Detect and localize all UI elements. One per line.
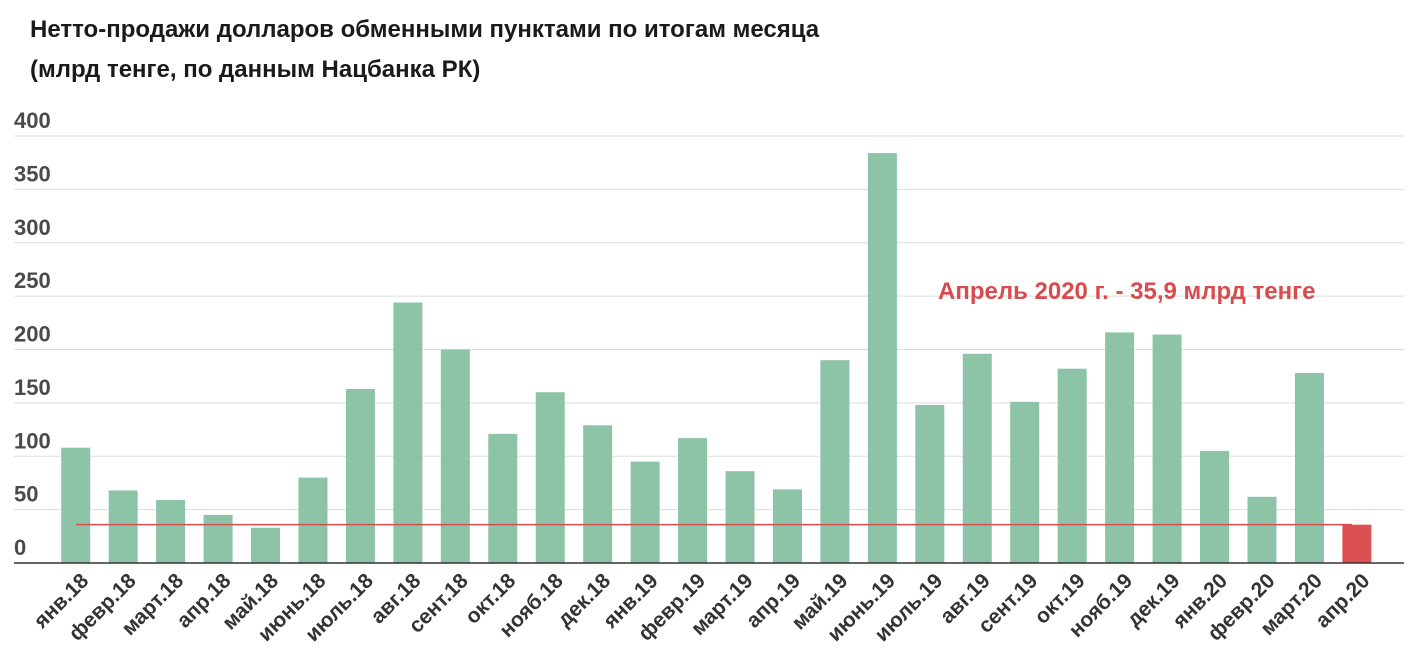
bar (725, 471, 755, 563)
bar (1342, 524, 1372, 563)
bar (1010, 401, 1040, 563)
x-tick-label: апр.20 (1311, 569, 1374, 632)
y-tick-label: 300 (14, 215, 51, 240)
bar (915, 405, 945, 563)
bar (156, 500, 186, 563)
bar (1105, 332, 1135, 563)
bar (1247, 496, 1277, 563)
bar (440, 349, 470, 563)
bar (61, 447, 91, 563)
bar (630, 461, 660, 563)
y-tick-label: 0 (14, 535, 26, 560)
bar (1152, 334, 1182, 563)
bar (772, 489, 802, 563)
bar (1057, 368, 1087, 563)
y-tick-label: 200 (14, 322, 51, 347)
bar (583, 425, 613, 563)
bar (535, 392, 565, 563)
y-tick-label: 50 (14, 482, 38, 507)
y-tick-label: 150 (14, 375, 51, 400)
bar (251, 527, 281, 563)
y-tick-label: 350 (14, 161, 51, 186)
bar (108, 490, 138, 563)
y-tick-label: 250 (14, 268, 51, 293)
bar (1200, 450, 1230, 563)
bar (203, 514, 233, 563)
bar (867, 153, 897, 563)
chart-title: Нетто-продажи долларов обменными пунктам… (30, 10, 819, 90)
y-tick-label: 100 (14, 428, 51, 453)
annotation-label: Апрель 2020 г. - 35,9 млрд тенге (938, 278, 1315, 305)
chart-title-line-2: (млрд тенге, по данным Нацбанка РК) (30, 56, 481, 83)
bar (678, 438, 708, 563)
chart-title-line-1: Нетто-продажи долларов обменными пунктам… (30, 16, 820, 43)
bar (820, 360, 850, 563)
bar (1294, 372, 1324, 563)
bar (488, 433, 518, 563)
y-tick-label: 400 (14, 108, 51, 133)
bar (345, 388, 375, 563)
bar (962, 353, 992, 563)
bar (393, 302, 423, 563)
bar (298, 477, 328, 563)
